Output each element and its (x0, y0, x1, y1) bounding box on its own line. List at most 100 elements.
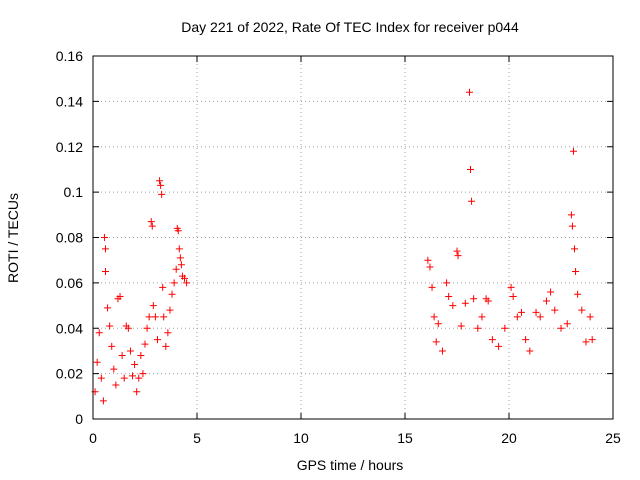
data-point (176, 254, 184, 262)
y-tick-label: 0.02 (56, 366, 83, 382)
data-point (526, 347, 534, 355)
grid (93, 56, 613, 419)
data-point (101, 268, 109, 276)
data-point (135, 374, 143, 382)
data-point (158, 190, 166, 198)
data-point (582, 338, 590, 346)
data-point (428, 283, 436, 291)
data-point (97, 374, 105, 382)
axis-ticks: 0 0.02 0.04 0.06 0.08 0.1 0.12 0.14 0.16 0 5 10 15 20… (56, 48, 621, 446)
data-point (177, 261, 185, 269)
data-point (149, 302, 157, 310)
data-point (532, 308, 540, 316)
data-point (129, 372, 137, 380)
data-point (424, 256, 432, 264)
y-tick-label: 0.06 (56, 275, 83, 291)
data-point (100, 234, 108, 241)
data-point (141, 340, 149, 348)
data-point (507, 283, 515, 291)
data-point (547, 288, 555, 296)
data-point (495, 342, 503, 350)
data-point (517, 308, 525, 316)
data-point (536, 313, 544, 321)
x-tick-label: 15 (397, 430, 413, 446)
data-point (501, 324, 509, 332)
data-point (445, 292, 453, 300)
data-point (438, 347, 446, 355)
x-tick-label: 10 (293, 430, 309, 446)
data-point (468, 197, 476, 205)
data-point (461, 299, 469, 307)
y-tick-label: 0 (75, 411, 83, 427)
x-tick-label: 5 (193, 430, 201, 446)
data-point (126, 347, 134, 355)
data-point (148, 222, 156, 230)
data-point (170, 279, 178, 287)
data-point (449, 302, 457, 310)
data-point (513, 313, 521, 321)
data-point (484, 297, 492, 305)
data-point (101, 245, 109, 253)
data-point (166, 306, 174, 314)
data-point (174, 227, 182, 235)
data-point (172, 265, 180, 273)
data-point (578, 306, 586, 314)
data-point (116, 292, 124, 300)
data-point (432, 338, 440, 346)
data-point (120, 374, 128, 382)
data-point (488, 336, 496, 344)
data-point (156, 177, 164, 185)
x-tick-label: 0 (89, 430, 97, 446)
data-point (453, 247, 461, 255)
data-point (104, 304, 112, 312)
data-point (571, 245, 579, 253)
data-point (131, 361, 139, 369)
data-point (95, 329, 103, 337)
data-point (143, 324, 151, 332)
data-point (443, 279, 451, 287)
data-point (522, 336, 530, 344)
data-point (569, 147, 577, 155)
data-point (478, 313, 486, 321)
chart-title: Day 221 of 2022, Rate Of TEC Index for r… (181, 19, 519, 35)
data-point (112, 381, 120, 389)
data-point (139, 370, 147, 378)
y-tick-label: 0.08 (56, 230, 83, 246)
data-point (567, 211, 575, 219)
data-point (137, 351, 145, 359)
data-point (572, 268, 580, 276)
data-point (574, 290, 582, 298)
data-point (147, 218, 155, 226)
data-point (467, 165, 475, 173)
data-point (509, 292, 517, 300)
data-point (175, 245, 183, 253)
data-point (93, 358, 101, 366)
data-point (557, 324, 565, 332)
x-tick-label: 20 (501, 430, 517, 446)
data-point (181, 274, 189, 282)
data-point (542, 297, 550, 305)
data-point (551, 306, 559, 314)
data-point (160, 313, 168, 321)
data-point (183, 279, 191, 287)
data-point (159, 283, 167, 291)
y-tick-label: 0.12 (56, 139, 83, 155)
data-point (164, 329, 172, 337)
y-tick-label: 0.1 (64, 184, 84, 200)
data-point (426, 263, 434, 271)
y-tick-label: 0.04 (56, 320, 83, 336)
data-point (474, 324, 482, 332)
data-point (118, 351, 126, 359)
data-point (430, 313, 438, 321)
data-points (91, 88, 596, 405)
data-point (168, 290, 176, 298)
data-point (124, 324, 132, 332)
data-point (133, 388, 141, 396)
data-point (108, 342, 116, 350)
data-point (153, 336, 161, 344)
y-tick-label: 0.16 (56, 48, 83, 64)
data-point (145, 313, 153, 321)
data-point (465, 88, 473, 96)
data-point (454, 252, 462, 260)
